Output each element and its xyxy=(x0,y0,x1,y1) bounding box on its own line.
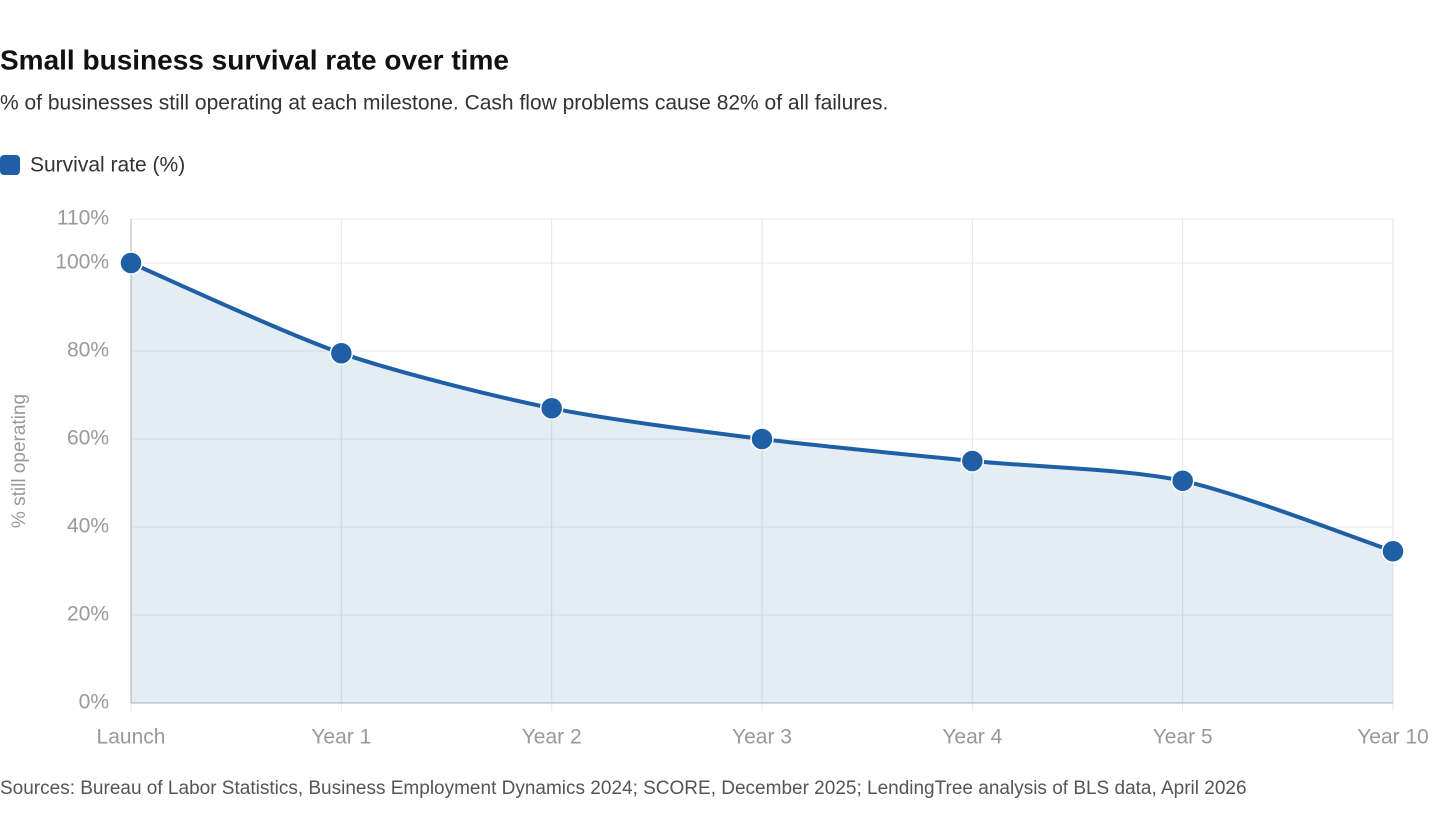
chart-subtitle: % of businesses still operating at each … xyxy=(0,92,888,115)
x-tick-label: Year 5 xyxy=(1153,726,1213,749)
y-tick-label: 80% xyxy=(67,339,109,362)
y-tick-label: 60% xyxy=(67,427,109,450)
y-tick-label: 0% xyxy=(79,691,109,714)
source-note: Sources: Bureau of Labor Statistics, Bus… xyxy=(0,778,1247,799)
point xyxy=(329,341,354,365)
y-axis-title: % still operating xyxy=(9,394,30,528)
point xyxy=(1381,539,1405,563)
point xyxy=(750,427,774,451)
x-tick-label: Year 10 xyxy=(1357,726,1429,749)
point xyxy=(119,251,143,275)
area xyxy=(131,263,1393,703)
x-tick-label: Year 1 xyxy=(311,726,371,749)
x-tick-label: Year 3 xyxy=(732,726,792,749)
y-tick-label: 100% xyxy=(55,251,109,274)
x-tick-label: Year 2 xyxy=(522,726,582,749)
y-tick-label: 110% xyxy=(57,207,109,230)
point xyxy=(960,449,985,473)
point xyxy=(539,396,564,420)
legend-label: Survival rate (%) xyxy=(30,154,185,177)
x-tick-label: Launch xyxy=(97,726,166,749)
point xyxy=(1170,469,1195,493)
chart-title: Small business survival rate over time xyxy=(0,44,509,75)
y-tick-label: 40% xyxy=(67,515,109,538)
y-tick-label: 20% xyxy=(67,603,109,626)
legend-swatch xyxy=(0,155,20,175)
x-tick-label: Year 4 xyxy=(942,726,1002,749)
